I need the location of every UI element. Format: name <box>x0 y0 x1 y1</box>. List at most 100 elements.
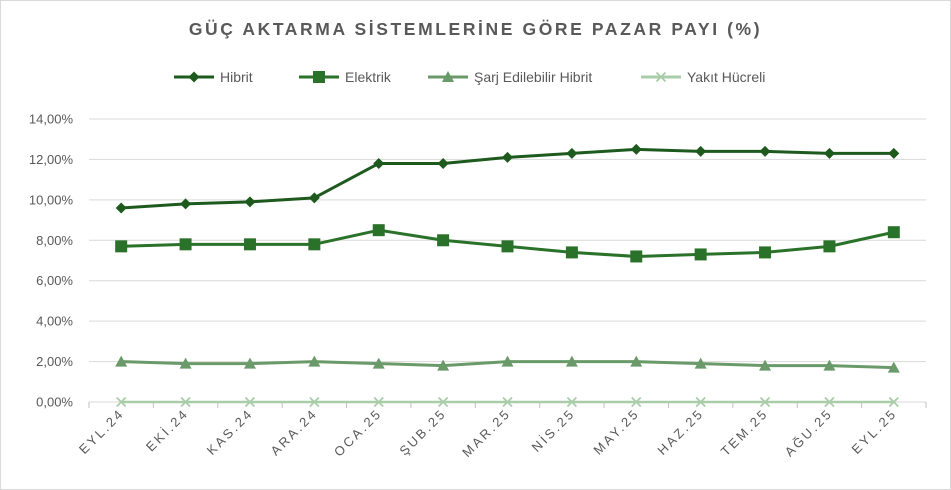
data-point <box>244 196 256 208</box>
y-tick-label: 0,00% <box>36 395 73 410</box>
x-tick-label: EYL.24 <box>76 406 127 457</box>
data-point <box>694 357 707 369</box>
y-tick-label: 10,00% <box>29 192 74 207</box>
y-tick-label: 4,00% <box>36 314 73 329</box>
data-point <box>179 238 192 251</box>
y-tick-label: 14,00% <box>29 112 74 127</box>
series-3 <box>115 355 900 373</box>
series-4 <box>116 396 899 408</box>
marker-stroke <box>655 71 667 83</box>
data-point <box>887 226 900 239</box>
data-point <box>244 396 256 408</box>
data-point <box>243 238 256 251</box>
marker-stroke <box>116 396 127 408</box>
series-1 <box>115 143 900 214</box>
data-point <box>823 240 836 253</box>
data-point <box>179 357 192 369</box>
legend-label: Hibrit <box>220 69 253 85</box>
marker-stroke <box>309 396 320 408</box>
data-point <box>373 157 385 169</box>
legend-label: Şarj Edilebilir Hibrit <box>474 69 592 85</box>
legend-label: Yakıt Hücreli <box>687 69 765 85</box>
data-point <box>823 147 835 159</box>
x-tick-label: MAR.25 <box>459 406 513 460</box>
data-point <box>502 151 513 163</box>
y-tick-label: 12,00% <box>29 152 74 167</box>
data-point <box>502 396 513 408</box>
data-point <box>823 359 836 371</box>
legend-item-4: Yakıt Hücreli <box>641 69 765 85</box>
marker-stroke <box>373 396 384 408</box>
data-point <box>695 145 707 157</box>
legend-item-3: Şarj Edilebilir Hibrit <box>428 69 592 85</box>
data-point <box>373 396 384 408</box>
x-tick-label: OCA.25 <box>331 406 385 460</box>
marker-stroke <box>180 396 191 408</box>
series-2 <box>115 224 900 263</box>
data-point <box>437 234 450 247</box>
marker-stroke <box>759 396 771 408</box>
data-point <box>759 396 771 408</box>
data-point <box>180 396 191 408</box>
data-point <box>824 396 835 408</box>
data-point <box>437 396 449 408</box>
x-tick-label: KAS.24 <box>204 406 256 458</box>
data-point <box>759 359 772 371</box>
data-point <box>501 355 514 367</box>
chart-title: GÜÇ AKTARMA SİSTEMLERİNE GÖRE PAZAR PAYI… <box>188 19 763 39</box>
data-point <box>437 157 449 169</box>
x-tick-label: MAY.25 <box>590 406 642 458</box>
data-point <box>759 145 771 157</box>
data-point <box>565 355 578 367</box>
data-point <box>180 198 192 210</box>
data-point <box>694 248 707 261</box>
data-point <box>631 396 642 408</box>
marker-stroke <box>566 396 578 408</box>
legend-item-2: Elektrik <box>299 69 392 85</box>
legend-label: Elektrik <box>345 69 392 85</box>
data-point <box>759 246 772 259</box>
data-point <box>695 396 706 408</box>
data-point <box>308 192 320 204</box>
x-tick-label: HAZ.25 <box>654 406 706 458</box>
x-tick-label: EKİ.24 <box>143 406 192 455</box>
data-point <box>630 143 642 155</box>
data-point <box>116 396 127 408</box>
data-point <box>115 240 128 253</box>
marker-stroke <box>888 396 899 408</box>
data-point <box>308 355 321 367</box>
x-tick-label: EYL.25 <box>849 406 900 457</box>
marker-stroke <box>502 396 513 408</box>
data-point <box>565 246 578 259</box>
y-tick-label: 8,00% <box>36 233 73 248</box>
data-point <box>566 147 578 159</box>
data-point <box>115 202 127 214</box>
x-tick-label: ŞUB.25 <box>396 406 449 459</box>
y-tick-label: 2,00% <box>36 354 73 369</box>
data-point <box>372 357 385 369</box>
marker-stroke <box>244 396 256 408</box>
legend-item-1: Hibrit <box>174 69 253 85</box>
data-point <box>115 355 128 367</box>
data-point <box>887 361 900 373</box>
x-tick-label: AĞU.25 <box>782 406 836 460</box>
marker-stroke <box>824 396 835 408</box>
data-point <box>630 355 643 367</box>
marker-stroke <box>631 396 642 408</box>
x-tick-label: ARA.24 <box>268 406 321 459</box>
marker-stroke <box>695 396 706 408</box>
marker-stroke <box>437 396 449 408</box>
data-point <box>630 250 643 263</box>
legend-marker <box>655 71 667 83</box>
data-point <box>372 224 385 237</box>
x-tick-label: TEM.25 <box>718 406 771 459</box>
legend-marker <box>188 71 200 83</box>
data-point <box>243 357 256 369</box>
data-point <box>888 147 900 159</box>
data-point <box>437 359 450 371</box>
y-tick-label: 6,00% <box>36 273 73 288</box>
legend-marker <box>442 71 454 82</box>
x-tick-label: NİS.25 <box>529 406 578 455</box>
